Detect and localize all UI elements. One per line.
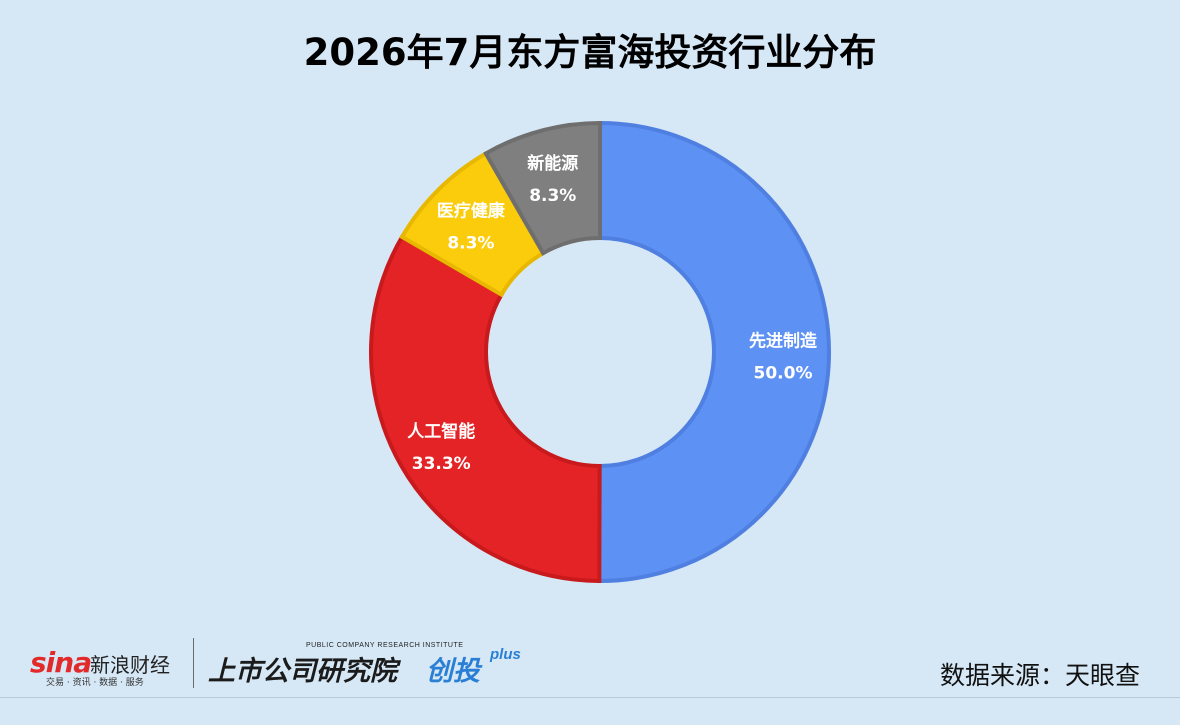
brand-logo-plus: plus [490,646,521,663]
brand-logo: 创投 [426,656,480,687]
slice-label-2: 医疗健康 [437,200,506,221]
slice-label-3: 新能源 [527,153,578,174]
research-institute-logo: PUBLIC COMPANY RESEARCH INSTITUTE 上市公司研究… [208,640,548,688]
slice-label-0: 先进制造 [749,330,818,351]
slice-1 [369,234,602,584]
sina-logo-tagline: 交易 · 资讯 · 数据 · 服务 [46,678,144,688]
chart-title: 2026年7月东方富海投资行业分布 [303,31,877,74]
footer-divider [0,697,1180,698]
slice-0 [597,120,831,583]
slice-value-label-1: 33.3% [412,454,471,474]
slice-value-label-3: 8.3% [529,186,576,206]
sina-logo-name: 新浪财经 [90,653,170,677]
sina-logo-word: sina [30,646,92,679]
sina-finance-logo: sina 新浪财经 交易 · 资讯 · 数据 · 服务 [30,646,190,688]
institute-logo-cn: 上市公司研究院 [208,656,397,687]
slice-value-label-0: 50.0% [754,363,813,383]
institute-logo-en: PUBLIC COMPANY RESEARCH INSTITUTE [306,642,464,649]
slice-label-1: 人工智能 [407,421,475,442]
logo-divider [193,638,194,688]
slice-3 [483,120,602,256]
slice-value-label-2: 8.3% [447,233,494,253]
data-source: 数据来源：天眼查 [939,661,1140,690]
